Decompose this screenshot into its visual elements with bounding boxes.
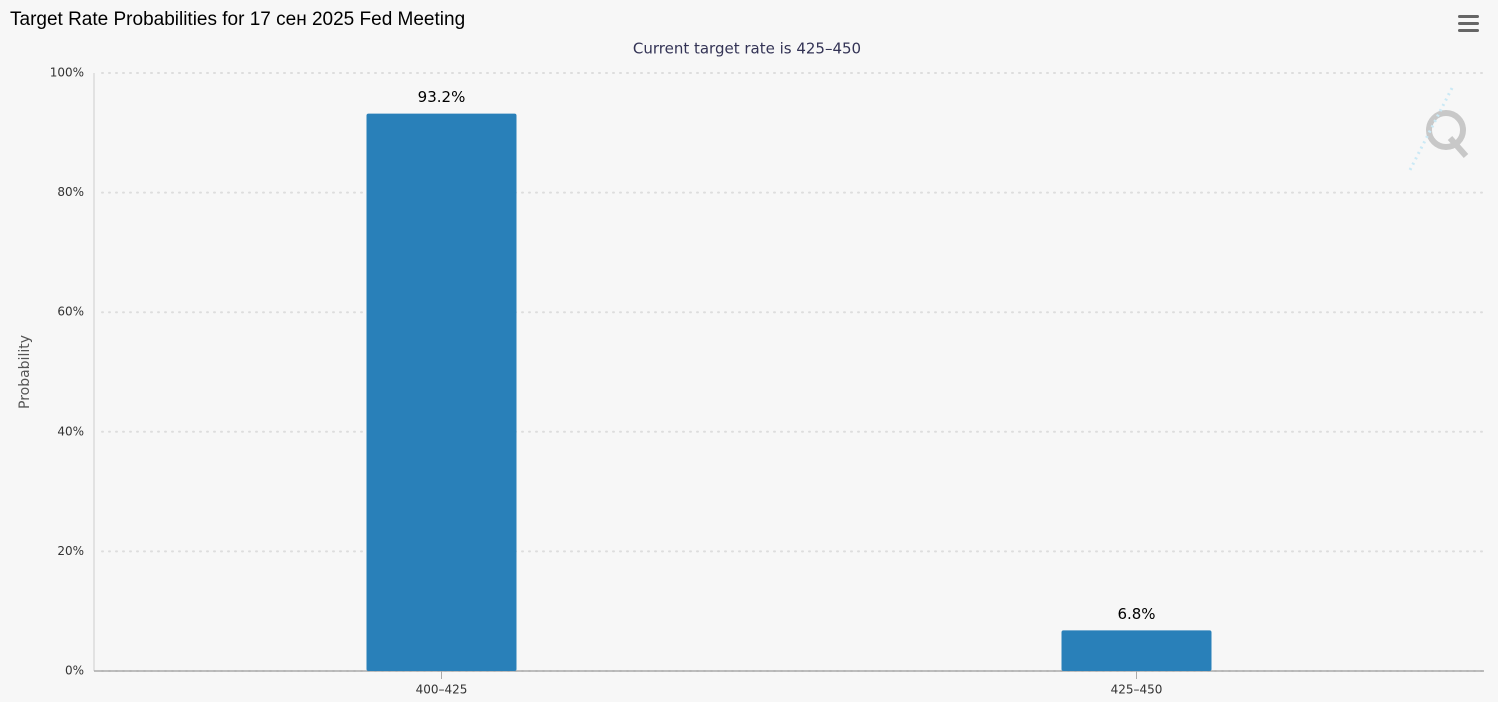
chart-title: Target Rate Probabilities for 17 сен 202…: [10, 9, 465, 30]
chart-subtitle: Current target rate is 425–450: [633, 40, 861, 58]
logo: [1408, 87, 1469, 171]
y-tick-label: 0%: [65, 664, 84, 678]
y-tick-label: 60%: [57, 305, 84, 319]
value-label: 6.8%: [1117, 605, 1155, 623]
x-tick-label: 400–425: [416, 683, 468, 697]
y-tick-label: 80%: [57, 185, 84, 199]
y-tick-label: 100%: [50, 66, 84, 80]
logo-ring: [1426, 110, 1466, 150]
y-axis-title: Probability: [17, 335, 33, 409]
y-tick-label: 40%: [57, 424, 84, 438]
menu-bar: [1458, 22, 1479, 25]
value-label: 93.2%: [418, 88, 466, 106]
bar: [1061, 630, 1212, 671]
menu-bar: [1458, 15, 1479, 18]
x-tick-label: 425–450: [1111, 683, 1163, 697]
menu-bar: [1458, 29, 1479, 32]
logo-tail: [1447, 136, 1469, 158]
y-tick-label: 20%: [57, 544, 84, 558]
menu-button[interactable]: [1458, 15, 1479, 32]
bar: [366, 113, 517, 671]
